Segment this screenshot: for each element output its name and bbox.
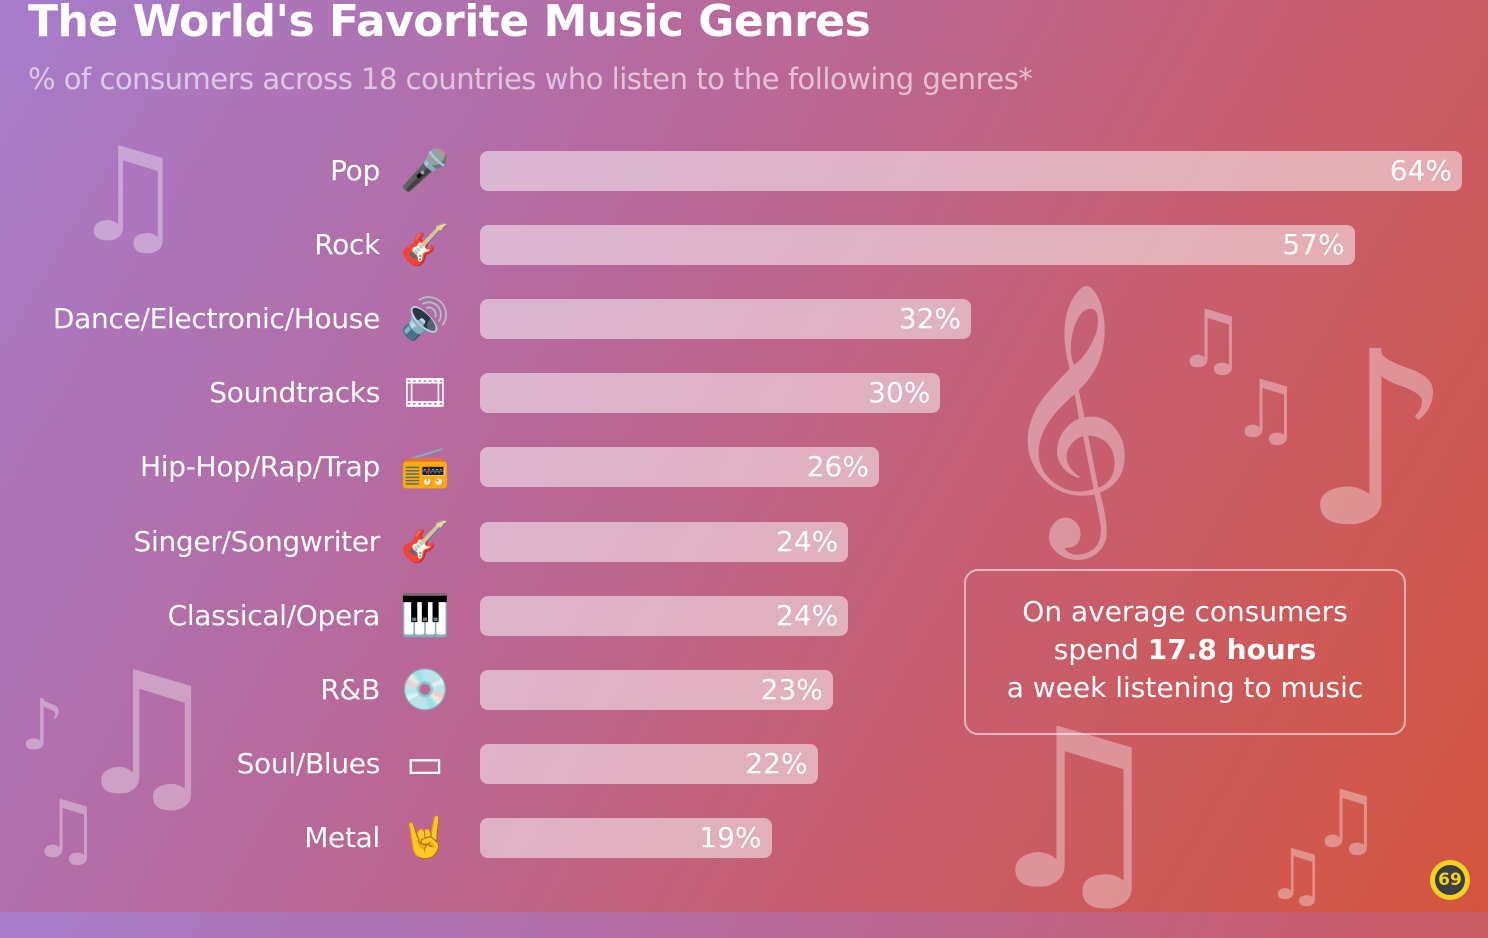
music-note-icon: ♫ (1265, 834, 1328, 916)
bar: 24% (480, 595, 849, 636)
piano-icon: 🎹 (400, 592, 450, 639)
chart-subtitle: % of consumers across 18 countries who l… (28, 62, 1033, 96)
acoustic-guitar-icon: 🎸 (400, 518, 450, 565)
category-label: Soul/Blues (236, 746, 381, 780)
electric-guitar-icon: 🎸 (400, 222, 450, 269)
callout-line-2: spend 17.8 hours (966, 631, 1404, 669)
rock-hand-icon: 🤘 (400, 814, 450, 861)
value-label: 23% (760, 672, 823, 706)
category-label: Metal (304, 820, 380, 854)
value-label: 57% (1282, 228, 1345, 262)
value-label: 30% (868, 376, 931, 410)
treble-clef-icon: 𝄞 (1000, 281, 1136, 548)
category-label: Soundtracks (209, 376, 380, 410)
callout-hours: 17.8 hours (1147, 633, 1317, 666)
music-note-icon: ♫ (975, 682, 1173, 938)
value-label: 26% (806, 450, 869, 484)
music-note-icon: ♫ (1310, 773, 1382, 866)
music-note-icon: ♪ (1300, 300, 1454, 580)
harmonica-icon: ▭ (406, 740, 444, 787)
bar: 30% (480, 373, 941, 414)
speaker-icon: 🔊 (400, 296, 450, 343)
chart-title: The World's Favorite Music Genres (28, 0, 871, 47)
callout-line-2-text: spend (1053, 633, 1148, 666)
value-label: 24% (776, 524, 839, 558)
category-label: Singer/Songwriter (133, 524, 381, 558)
value-label: 22% (745, 746, 808, 780)
bar: 22% (480, 743, 818, 784)
microphone-icon: 🎤 (400, 148, 450, 194)
music-note-icon: ♫ (1230, 363, 1302, 456)
film-reel-icon: 🎞 (399, 370, 451, 417)
callout-line-3: a week listening to music (1006, 671, 1364, 704)
category-label: Pop (330, 154, 380, 187)
bar: 23% (480, 669, 833, 710)
bar: 19% (480, 817, 772, 858)
value-label: 32% (898, 302, 961, 336)
bar: 24% (480, 521, 849, 562)
boombox-icon: 📻 (400, 444, 450, 491)
bar: 32% (480, 299, 971, 340)
category-label: Classical/Opera (167, 598, 381, 632)
callout-line-1: On average consumers (1022, 595, 1348, 628)
music-note-icon: ♫ (30, 783, 102, 876)
callout-box: On average consumers spend 17.8 hours a … (964, 569, 1406, 735)
bar: 57% (480, 225, 1355, 266)
category-label: Hip-Hop/Rap/Trap (140, 450, 380, 484)
bar: 64% (480, 151, 1462, 191)
value-label: 64% (1389, 154, 1452, 187)
value-label: 19% (699, 820, 762, 854)
bar: 26% (480, 447, 879, 488)
vinyl-record-icon: 💿 (400, 666, 450, 713)
statista-logo-icon: 69 (1430, 860, 1470, 900)
music-note-icon: ♫ (70, 636, 223, 834)
category-label: R&B (320, 672, 380, 706)
music-note-icon: ♫ (70, 119, 187, 271)
music-note-icon: ♫ (1175, 293, 1247, 386)
value-label: 24% (776, 598, 839, 632)
category-label: Dance/Electronic/House (52, 302, 380, 336)
music-note-icon: ♪ (20, 684, 65, 766)
category-label: Rock (314, 228, 380, 262)
